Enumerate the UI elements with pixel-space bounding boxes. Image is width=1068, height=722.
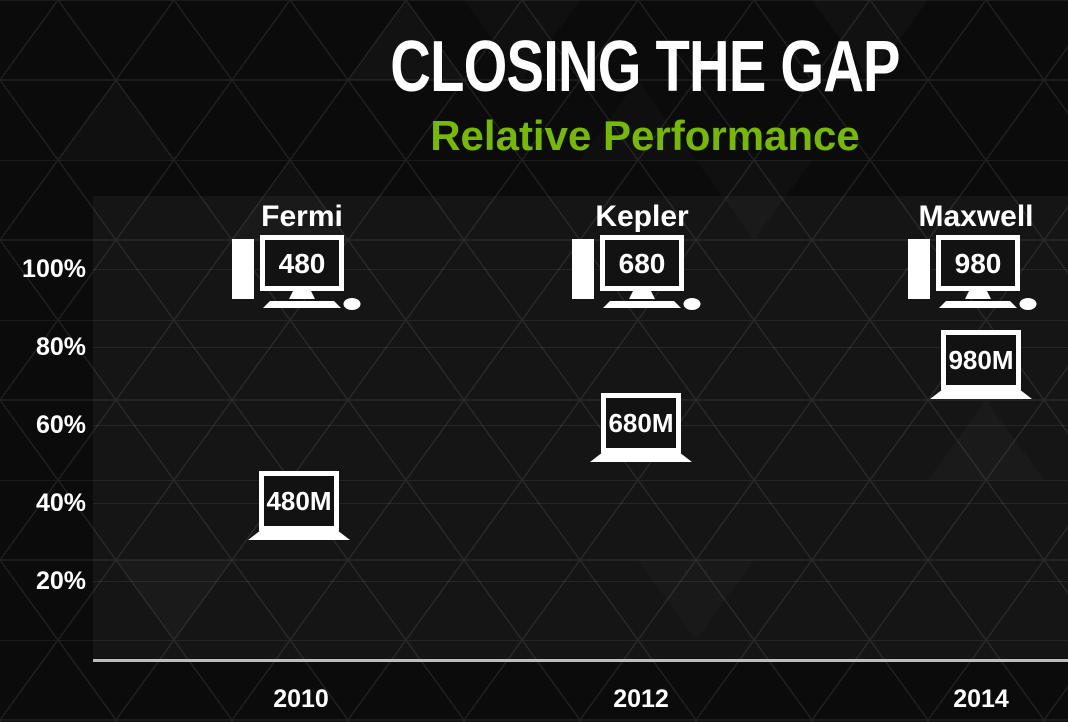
datapoint-desktop-480: 480 xyxy=(232,235,362,318)
column-header-fermi: Fermi xyxy=(261,200,343,233)
gridline-60pct xyxy=(93,425,1068,426)
gpu-label-980: 980 xyxy=(955,248,1002,279)
x-axis-line xyxy=(93,659,1068,662)
desktop-computer-icon: 480 xyxy=(232,235,361,310)
gpu-label-480M: 480M xyxy=(266,486,331,516)
gridline-40pct xyxy=(93,503,1068,504)
laptop-icon: 680M xyxy=(590,393,692,462)
datapoint-mobile-680M: 680M xyxy=(588,391,694,470)
gpu-label-680: 680 xyxy=(619,248,666,279)
y-tick-60: 60% xyxy=(35,411,86,439)
laptop-icon: 980M xyxy=(930,330,1032,399)
gridline-20pct xyxy=(93,581,1068,582)
gpu-label-980M: 980M xyxy=(948,345,1013,375)
y-tick-20: 20% xyxy=(35,567,86,595)
laptop-icon: 480M xyxy=(248,471,350,540)
gridline-80pct xyxy=(93,347,1068,348)
x-tick-2010: 2010 xyxy=(273,685,329,713)
y-tick-80: 80% xyxy=(35,333,86,361)
y-tick-40: 40% xyxy=(35,489,86,517)
x-tick-2014: 2014 xyxy=(953,685,1009,713)
column-header-maxwell: Maxwell xyxy=(918,200,1034,233)
datapoint-desktop-980: 980 xyxy=(908,235,1038,318)
gpu-label-480: 480 xyxy=(279,248,326,279)
desktop-computer-icon: 980 xyxy=(908,235,1037,310)
datapoint-mobile-480M: 480M xyxy=(246,469,352,548)
x-tick-2012: 2012 xyxy=(613,685,669,713)
gpu-label-680M: 680M xyxy=(608,408,673,438)
column-header-kepler: Kepler xyxy=(595,200,689,233)
datapoint-mobile-980M: 980M xyxy=(928,328,1034,407)
y-tick-100: 100% xyxy=(22,255,86,283)
page-subtitle: Relative Performance xyxy=(430,112,860,159)
datapoint-desktop-680: 680 xyxy=(572,235,702,318)
desktop-computer-icon: 680 xyxy=(572,235,701,310)
page-title: CLOSING THE GAP xyxy=(390,27,900,107)
